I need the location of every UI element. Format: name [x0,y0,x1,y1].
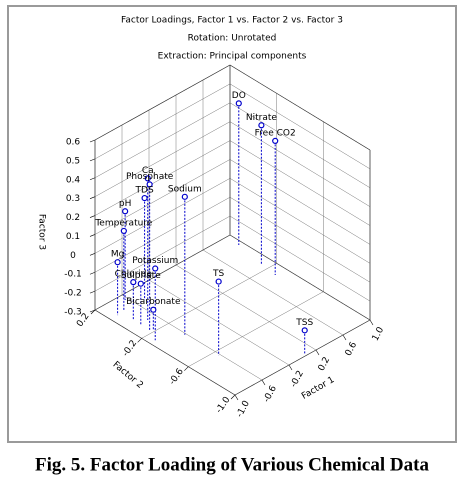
data-point [152,265,159,272]
grid-line [94,83,231,160]
z-tick-label: -0.2 [64,289,82,299]
grid-line [94,121,231,197]
data-point [130,279,137,286]
grid-line [229,83,371,170]
tick-mark [89,177,96,181]
grid-line [94,64,231,141]
tick-mark [230,394,236,400]
tick-mark [261,379,266,386]
tick-mark [89,253,96,256]
data-point [301,327,308,334]
z-tick-label: 0.3 [66,194,80,204]
data-point [141,194,148,202]
grid-line [229,215,371,302]
point-label: Nitrate [246,113,278,123]
data-point [114,259,121,266]
z-tick-label: 0.6 [66,138,81,148]
tick-mark [288,364,293,371]
grid-line [94,309,236,396]
data-point [137,280,144,287]
grid-line [148,279,290,366]
tick-mark [89,139,96,143]
z-tick-label: -0.1 [64,270,82,280]
tick-mark [89,158,96,162]
data-point [122,208,129,215]
point-label: Temperature [94,218,152,228]
point-label: pH [119,199,131,209]
data-point [144,175,151,182]
grid-line [229,178,371,264]
data-point [181,193,188,200]
chart-subtitle: Extraction: Principal components [158,52,307,62]
data-point [146,181,153,188]
point-label: Chloride [115,270,153,280]
grid-line [229,140,371,226]
tick-mark [234,394,239,401]
data-point [120,227,127,235]
z-tick-label: 0.4 [66,175,81,185]
point-label: Sodium [168,184,202,194]
grid-line [229,234,371,321]
data-point [215,278,222,285]
z-tick-label: 0.2 [66,213,80,223]
z-axis-title: Factor 3 [37,214,47,250]
z-tick-label: 0.1 [66,232,80,242]
chart-subtitle: Rotation: Unrotated [188,34,277,44]
tick-mark [342,334,347,341]
point-label: DO [232,91,246,101]
tick-mark [89,271,96,275]
grid-line [229,159,371,245]
z-tick-label: 0 [70,251,76,261]
grid-line [188,291,324,367]
data-point [258,122,265,129]
point-label: Bicarbonate [126,297,181,307]
grid-line [94,159,231,235]
point-label: Potassium [132,256,178,266]
z-tick-label: -0.3 [64,308,82,318]
point-label: Sulphate [121,271,161,281]
point-label: TSS [295,318,313,328]
data-point [235,100,242,107]
grid-line [94,215,231,292]
caption: Fig. 5. Factor Loading of Various Chemic… [35,454,429,475]
tick-mark [89,234,96,237]
tick-mark [137,338,142,343]
point-label: TDS [135,186,154,196]
grid-line [229,197,371,283]
tick-mark [89,309,96,313]
grid-line [175,264,317,351]
point-label: Ca [142,166,154,176]
grid-line [121,294,263,381]
data-point [272,137,279,144]
grid-line [141,263,277,339]
point-label: Phosphate [126,172,174,182]
chart-frame [7,5,457,443]
tick-mark [315,349,320,356]
tick-mark [89,215,96,218]
tick-mark [89,196,96,199]
point-label: TS [212,269,224,279]
chart-title: Factor Loadings, Factor 1 vs. Factor 2 v… [121,16,343,26]
grid-line [94,102,231,178]
grid-line [94,178,231,254]
z-tick-label: 0.5 [66,156,80,166]
tick-mark [89,290,96,294]
point-label: Mg [111,250,124,260]
data-point [150,306,157,313]
point-label: Free CO2 [255,128,296,138]
tick-mark [90,309,96,315]
grid-line [94,140,231,216]
grid-line [229,102,371,188]
tick-mark [369,319,374,326]
grid-line [229,121,371,207]
grid-line [202,249,344,336]
tick-mark [184,366,189,371]
grid-line [229,64,371,151]
grid-line [234,319,371,396]
